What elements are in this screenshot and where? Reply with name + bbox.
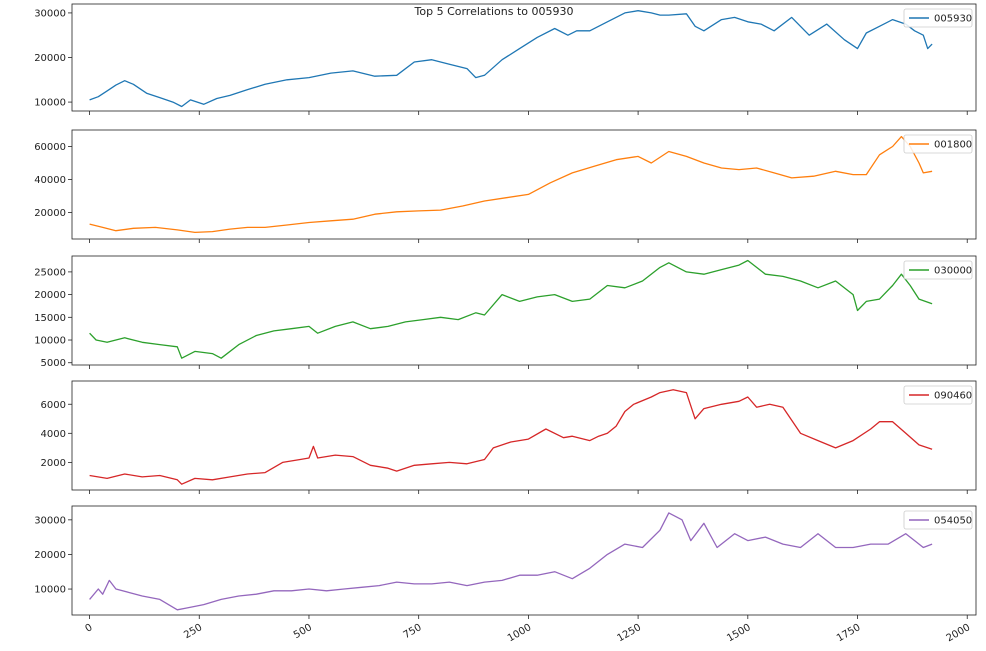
series-line-090460 xyxy=(89,389,933,485)
legend: 054050 xyxy=(903,510,973,530)
y-tick-label: 15000 xyxy=(34,313,66,324)
legend: 090460 xyxy=(903,385,973,405)
x-tick-label: 500 xyxy=(292,622,314,641)
legend-label: 090460 xyxy=(934,391,972,402)
axes-frame xyxy=(71,3,977,112)
y-tick-label: 20000 xyxy=(34,290,66,301)
y-tick-label: 20000 xyxy=(34,53,66,64)
y-tick-label: 2000 xyxy=(41,458,66,469)
x-tick-label: 1250 xyxy=(616,622,644,644)
x-tick-label: 0 xyxy=(84,622,95,635)
axes-frame xyxy=(71,505,977,616)
y-tick-label: 4000 xyxy=(41,429,66,440)
y-tick-label: 10000 xyxy=(34,585,66,596)
legend-label: 001800 xyxy=(934,140,972,151)
legend-box xyxy=(903,134,973,154)
legend-box xyxy=(903,260,973,280)
x-tick-label: 1750 xyxy=(835,622,863,644)
axes-frame xyxy=(71,129,977,240)
y-tick-label: 20000 xyxy=(34,208,66,219)
chart-title: Top 5 Correlations to 005930 xyxy=(414,5,574,18)
subplot-005930: 10000 20000 30000 005930 xyxy=(34,3,977,115)
subplot-090460: 2000 4000 6000 090460 xyxy=(41,380,977,494)
legend: 030000 xyxy=(903,260,973,280)
subplot-001800: 20000 40000 60000 001800 xyxy=(34,129,977,243)
legend: 001800 xyxy=(903,134,973,154)
legend-box xyxy=(903,510,973,530)
series-line-005930 xyxy=(89,10,933,108)
subplot-054050: 10000 20000 30000 0 250 500 750 1000 1250 1500 175… xyxy=(34,505,977,644)
y-tick-label: 30000 xyxy=(34,8,66,19)
x-tick-label: 1500 xyxy=(725,622,753,644)
axes-frame xyxy=(71,380,977,491)
y-tick-label: 10000 xyxy=(34,336,66,347)
y-tick-label: 60000 xyxy=(34,142,66,153)
y-tick-label: 25000 xyxy=(34,267,66,278)
legend-label: 005930 xyxy=(934,14,972,25)
subplot-030000: 5000 10000 15000 20000 25000 030000 xyxy=(34,255,977,369)
x-tick-label: 2000 xyxy=(945,622,973,644)
series-line-054050 xyxy=(89,512,933,611)
y-tick-label: 5000 xyxy=(41,358,66,369)
legend-box xyxy=(903,385,973,405)
x-tick-label: 750 xyxy=(402,622,424,641)
legend-label: 054050 xyxy=(934,516,972,527)
series-line-030000 xyxy=(89,259,933,359)
y-tick-label: 10000 xyxy=(34,98,66,109)
y-tick-label: 40000 xyxy=(34,175,66,186)
x-tick-label: 1000 xyxy=(506,622,534,644)
axes-frame xyxy=(71,255,977,366)
y-tick-label: 30000 xyxy=(34,515,66,526)
y-tick-label: 6000 xyxy=(41,400,66,411)
series-line-001800 xyxy=(89,135,933,234)
legend-label: 030000 xyxy=(934,266,972,277)
y-tick-label: 20000 xyxy=(34,550,66,561)
legend-box xyxy=(903,8,973,28)
x-tick-label: 250 xyxy=(182,622,204,641)
legend: 005930 xyxy=(903,8,973,28)
